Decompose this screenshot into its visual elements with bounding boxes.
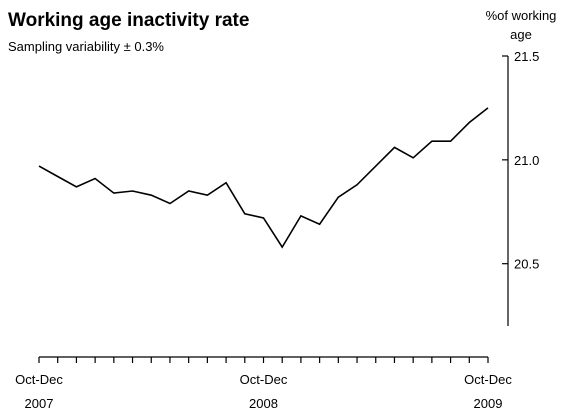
x-tick-label: Oct-Dec (15, 372, 63, 387)
y-axis-unit-line-2: age (510, 27, 532, 42)
series-group (38, 107, 489, 249)
axes: 21.5 21.0 20.5 Oct-Dec 2007 Oct-Dec 2008 Oct-De… (15, 49, 539, 410)
y-tick-label: 21.0 (514, 153, 539, 168)
chart-title: Working age inactivity rate (8, 10, 249, 31)
x-tick-label: Oct-Dec (464, 372, 512, 387)
x-tick-label: 2007 (25, 396, 54, 410)
x-tick-label: 2008 (249, 396, 278, 410)
series-line (38, 107, 489, 249)
x-tick-label: Oct-Dec (240, 372, 288, 387)
chart-subtitle: Sampling variability ± 0.3% (8, 39, 164, 54)
y-tick-label: 20.5 (514, 257, 539, 272)
y-axis-unit-line-1: %of working (486, 8, 557, 23)
x-tick-label: 2009 (474, 396, 503, 410)
y-tick-label: 21.5 (514, 49, 539, 64)
